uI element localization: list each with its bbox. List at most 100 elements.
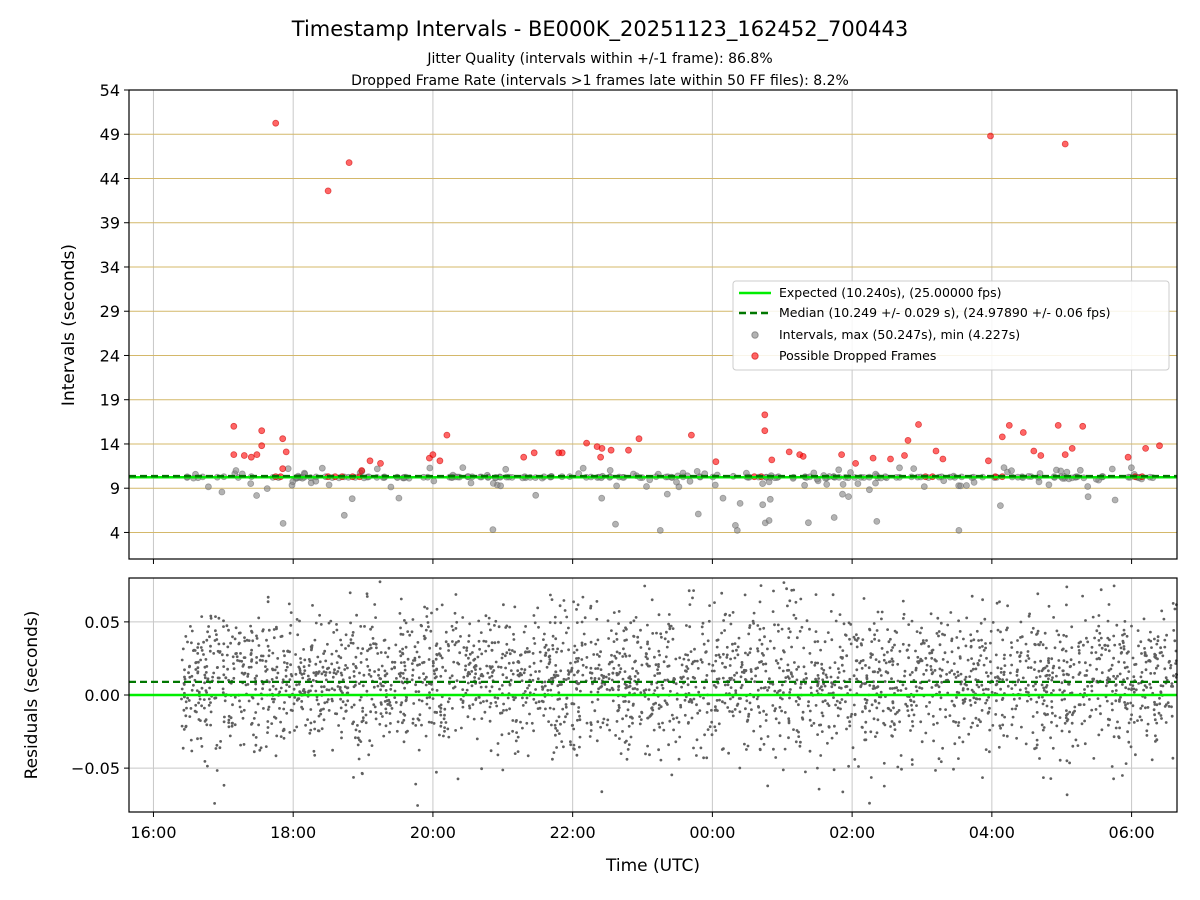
- residual-point: [729, 697, 732, 701]
- residual-point: [904, 687, 908, 690]
- residual-point: [890, 649, 893, 652]
- residual-point: [916, 660, 919, 663]
- residual-point: [302, 648, 305, 651]
- residual-point: [354, 655, 358, 659]
- residual-point: [927, 645, 931, 648]
- residual-point: [319, 623, 323, 626]
- residual-point: [938, 643, 942, 647]
- residual-point: [662, 660, 666, 664]
- residual-point: [899, 754, 903, 757]
- residual-point: [653, 689, 657, 692]
- residual-point: [713, 601, 716, 604]
- residual-point: [379, 682, 382, 686]
- residual-point: [1044, 646, 1048, 650]
- residual-point: [782, 581, 786, 584]
- interval-point: [686, 477, 694, 485]
- residual-point: [393, 689, 397, 693]
- residual-point: [404, 621, 408, 625]
- residual-point: [800, 716, 804, 720]
- residual-point: [605, 688, 609, 691]
- residual-point: [972, 662, 976, 666]
- residual-point: [282, 736, 286, 740]
- residual-point: [870, 703, 874, 707]
- residual-point: [1099, 712, 1102, 716]
- residual-point: [887, 660, 891, 664]
- residual-point: [1090, 708, 1094, 712]
- residual-point: [549, 593, 552, 597]
- residual-point: [969, 669, 973, 673]
- residual-point: [213, 639, 217, 642]
- residual-point: [572, 651, 576, 654]
- residual-point: [840, 698, 844, 701]
- residual-point: [456, 777, 460, 781]
- residual-point: [664, 655, 668, 659]
- residual-point: [839, 707, 842, 711]
- residual-point: [224, 676, 228, 680]
- residual-point: [202, 640, 206, 644]
- residual-point: [488, 665, 492, 668]
- residual-point: [663, 678, 667, 682]
- residual-point: [285, 662, 289, 665]
- residual-point: [206, 677, 210, 681]
- residual-point: [650, 598, 654, 602]
- residual-point: [454, 641, 458, 644]
- residual-point: [292, 702, 296, 706]
- residual-point: [720, 591, 724, 595]
- residual-point: [329, 619, 333, 623]
- residual-point: [833, 661, 837, 664]
- residual-point: [783, 747, 787, 751]
- interval-point: [1000, 464, 1008, 472]
- residual-point: [718, 698, 721, 702]
- residual-point: [902, 612, 906, 616]
- residual-point: [855, 633, 858, 637]
- residual-point: [625, 739, 628, 743]
- residual-point: [1145, 729, 1149, 733]
- residual-point: [695, 659, 699, 663]
- residual-point: [744, 707, 747, 711]
- residual-point: [901, 599, 905, 603]
- residual-point: [889, 709, 893, 712]
- residual-point: [1090, 689, 1094, 693]
- residual-point: [672, 717, 675, 721]
- residual-point: [488, 719, 492, 723]
- residual-point: [747, 715, 750, 718]
- residual-point: [690, 716, 694, 720]
- residual-point: [488, 676, 491, 679]
- residual-point: [497, 665, 500, 669]
- residual-point: [189, 707, 193, 710]
- residual-point: [572, 600, 575, 604]
- residual-point: [1010, 641, 1013, 644]
- residual-point: [551, 647, 555, 651]
- residual-point: [262, 707, 265, 710]
- residual-point: [759, 686, 763, 690]
- residual-point: [368, 668, 372, 672]
- residual-point: [733, 656, 737, 660]
- residual-point: [1138, 715, 1142, 719]
- residual-point: [720, 631, 723, 635]
- residual-point: [474, 664, 478, 668]
- residual-point: [206, 764, 209, 768]
- residual-point: [444, 630, 448, 634]
- residual-point: [675, 716, 679, 720]
- residual-point: [472, 717, 476, 721]
- residual-point: [467, 656, 470, 660]
- residual-point: [608, 728, 611, 732]
- residual-point: [564, 678, 568, 681]
- residual-point: [797, 703, 800, 707]
- residual-point: [226, 667, 230, 671]
- residual-point: [209, 616, 213, 620]
- residual-point: [1106, 636, 1110, 640]
- interval-point: [896, 464, 903, 472]
- legend-intervals-swatch: [751, 331, 759, 339]
- residual-point: [1021, 676, 1025, 680]
- residual-point: [284, 668, 288, 672]
- residual-point: [868, 684, 872, 687]
- interval-point: [426, 464, 434, 472]
- residual-point: [314, 689, 318, 693]
- residual-point: [526, 686, 529, 690]
- residual-point: [199, 658, 203, 662]
- residual-point: [559, 669, 563, 673]
- interval-point: [663, 490, 671, 498]
- residual-point: [413, 645, 417, 649]
